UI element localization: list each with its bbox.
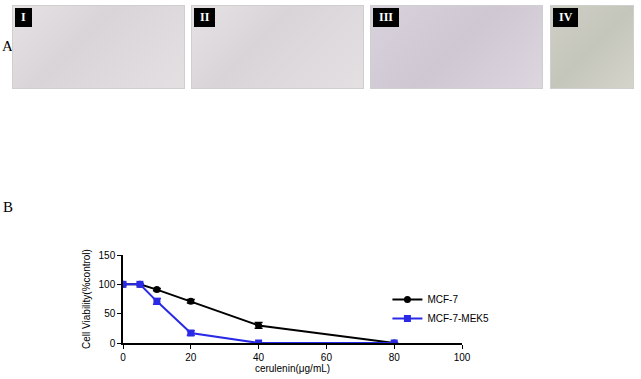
svg-text:100: 100 (99, 279, 116, 290)
svg-text:0: 0 (110, 338, 116, 349)
html-text:III: III (379, 10, 393, 24)
svg-text:60: 60 (321, 352, 333, 363)
svg-text:MCF-7: MCF-7 (427, 294, 458, 305)
svg-text:cerulenin(μg/mL): cerulenin(μg/mL) (255, 363, 330, 374)
svg-text:80: 80 (389, 352, 401, 363)
svg-text:50: 50 (104, 308, 116, 319)
html-text:I: I (21, 10, 26, 24)
svg-text:100: 100 (454, 352, 471, 363)
html-text:IV: IV (559, 10, 573, 24)
svg-text:150: 150 (99, 250, 116, 261)
svg-text:40: 40 (253, 352, 265, 363)
html-text:A: A (2, 38, 13, 54)
svg-text:MCF-7-MEK5: MCF-7-MEK5 (427, 313, 489, 324)
svg-text:Cell Viability(%control): Cell Viability(%control) (81, 249, 92, 349)
svg-text:B: B (3, 199, 13, 215)
html-text:II: II (200, 10, 210, 24)
svg-text:0: 0 (120, 352, 126, 363)
svg-text:20: 20 (185, 352, 197, 363)
